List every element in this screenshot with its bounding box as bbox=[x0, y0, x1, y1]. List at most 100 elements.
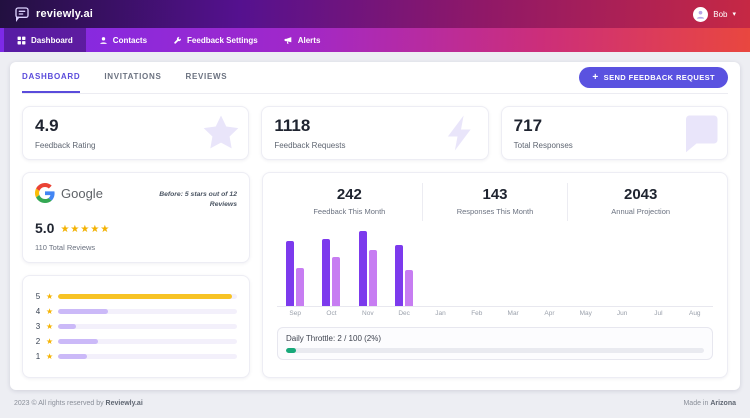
wrench-icon bbox=[173, 36, 182, 45]
chart-group-dec bbox=[386, 229, 422, 306]
bolt-watermark-icon bbox=[440, 112, 482, 154]
nav-item-label: Feedback Settings bbox=[187, 35, 258, 45]
stat-value: 1118 bbox=[274, 116, 311, 135]
tabs-row: DASHBOARD INVITATIONS REVIEWS + SEND FEEDB… bbox=[22, 62, 728, 94]
rating-row-label: 1 bbox=[35, 352, 41, 362]
copyright: 2023 © All rights reserved by Reviewly.a… bbox=[14, 400, 143, 407]
nav-item-dashboard[interactable]: Dashboard bbox=[4, 28, 86, 52]
main-nav: Dashboard Contacts Feedback Settings Alerts bbox=[0, 28, 750, 52]
nav-item-label: Contacts bbox=[112, 35, 148, 45]
avatar bbox=[693, 6, 709, 22]
rating-bar-track bbox=[58, 294, 237, 300]
rating-row-4-star: 4 ★ bbox=[35, 307, 237, 316]
daily-throttle: Daily Throttle: 2 / 100 (2%) bbox=[277, 327, 713, 360]
month-label-jan: Jan bbox=[435, 310, 446, 317]
chart-group-jan bbox=[422, 229, 458, 306]
star-watermark-icon bbox=[200, 112, 242, 154]
month-label-sep: Sep bbox=[289, 310, 301, 317]
rating-row-label: 4 bbox=[35, 307, 41, 317]
chevron-down-icon: ▾ bbox=[732, 10, 736, 18]
bar-chart bbox=[277, 229, 713, 307]
bar-responses bbox=[405, 270, 414, 306]
before-note: Before: 5 stars out of 12 Reviews bbox=[159, 191, 237, 209]
month-label-dec: Dec bbox=[398, 310, 410, 317]
chart-group-jun bbox=[604, 229, 640, 306]
summary-value: 143 bbox=[482, 186, 508, 203]
month-label-jul: Jul bbox=[654, 310, 663, 317]
chart-group-mar bbox=[495, 229, 531, 306]
google-header-row: Google Before: 5 stars out of 12 Reviews bbox=[35, 183, 237, 210]
nav-item-label: Dashboard bbox=[31, 35, 73, 45]
google-rating-stars: ★★★★★ ★★★★★ bbox=[60, 219, 110, 237]
bar-responses bbox=[368, 250, 377, 306]
chart-group-nov bbox=[350, 229, 386, 306]
star-icon: ★ bbox=[46, 291, 54, 301]
rating-row-label: 5 bbox=[35, 292, 41, 302]
tab-reviews[interactable]: REVIEWS bbox=[185, 72, 228, 81]
summary-feedback-this-month: 242 Feedback This Month bbox=[277, 183, 422, 221]
stars-filled: ★★★★★ bbox=[60, 225, 111, 236]
stat-label: Feedback Requests bbox=[274, 141, 346, 150]
user-menu[interactable]: Bob ▾ bbox=[693, 6, 736, 22]
google-rating-row: 5.0 ★★★★★ ★★★★★ bbox=[35, 219, 237, 237]
rating-row-2-star: 2 ★ bbox=[35, 337, 237, 346]
summary-label: Responses This Month bbox=[456, 207, 534, 216]
month-label-apr: Apr bbox=[544, 310, 555, 317]
dashboard-grid: Google Before: 5 stars out of 12 Reviews… bbox=[22, 172, 728, 379]
tab-dashboard[interactable]: DASHBOARD bbox=[22, 62, 81, 93]
rating-distribution-panel: 5 ★ 4 ★ 3 ★ 2 ★ 1 ★ bbox=[22, 275, 250, 379]
month-label-may: May bbox=[579, 310, 592, 317]
chart-summary: 242 Feedback This Month 143 Responses This … bbox=[277, 183, 713, 221]
stat-value: 4.9 bbox=[35, 116, 59, 135]
nav-item-label: Alerts bbox=[297, 35, 321, 45]
star-icon: ★ bbox=[46, 306, 54, 316]
rating-row-1-star: 1 ★ bbox=[35, 352, 237, 361]
month-label-oct: Oct bbox=[326, 310, 337, 317]
person-icon bbox=[99, 36, 108, 45]
bar-feedback-requests bbox=[395, 245, 404, 306]
summary-label: Annual Projection bbox=[611, 207, 671, 216]
rating-bar-track bbox=[58, 324, 237, 330]
brand-name: reviewly.ai bbox=[36, 8, 94, 20]
throttle-label: Daily Throttle: 2 / 100 (2%) bbox=[286, 334, 382, 343]
google-logo-icon bbox=[35, 183, 55, 203]
month-label-mar: Mar bbox=[507, 310, 519, 317]
copyright-brand: Reviewly.ai bbox=[105, 400, 143, 408]
stat-label: Feedback Rating bbox=[35, 141, 96, 150]
top-header: reviewly.ai Bob ▾ bbox=[0, 0, 750, 28]
rating-bar-track bbox=[58, 339, 237, 345]
month-label-aug: Aug bbox=[688, 310, 701, 317]
rating-row-label: 3 bbox=[35, 322, 41, 332]
rating-bar-track bbox=[58, 309, 237, 315]
nav-item-feedback-settings[interactable]: Feedback Settings bbox=[160, 28, 271, 52]
nav-item-alerts[interactable]: Alerts bbox=[271, 28, 334, 52]
nav-item-contacts[interactable]: Contacts bbox=[86, 28, 160, 52]
throttle-fill bbox=[286, 348, 296, 353]
send-feedback-request-button[interactable]: + SEND FEEDBACK REQUEST bbox=[579, 67, 728, 88]
google-stars: ★★★★★ ★★★★★ bbox=[60, 225, 110, 235]
rating-bar-fill bbox=[58, 354, 87, 360]
tab-invitations[interactable]: INVITATIONS bbox=[104, 72, 162, 81]
summary-responses-this-month: 143 Responses This Month bbox=[421, 183, 568, 221]
star-icon: ★ bbox=[46, 321, 54, 331]
chart-group-feb bbox=[459, 229, 495, 306]
rating-row-5-star: 5 ★ bbox=[35, 292, 237, 301]
star-icon: ★ bbox=[46, 351, 54, 361]
bar-responses bbox=[296, 268, 305, 306]
made-in: Made in Arizona bbox=[683, 400, 736, 407]
bar-feedback-requests bbox=[322, 239, 331, 306]
megaphone-icon bbox=[284, 36, 293, 45]
rating-row-3-star: 3 ★ bbox=[35, 322, 237, 331]
rating-row-label: 2 bbox=[35, 337, 41, 347]
footer: 2023 © All rights reserved by Reviewly.a… bbox=[10, 390, 740, 417]
tab-list: DASHBOARD INVITATIONS REVIEWS bbox=[22, 62, 251, 93]
rating-bar-track bbox=[58, 354, 237, 360]
stat-card-total-responses: 717 Total Responses bbox=[500, 106, 728, 160]
summary-label: Feedback This Month bbox=[313, 207, 386, 216]
rating-bar-fill bbox=[58, 324, 77, 330]
brand[interactable]: reviewly.ai bbox=[14, 6, 93, 22]
summary-value: 242 bbox=[336, 186, 362, 203]
bubble-watermark-icon bbox=[679, 112, 721, 154]
